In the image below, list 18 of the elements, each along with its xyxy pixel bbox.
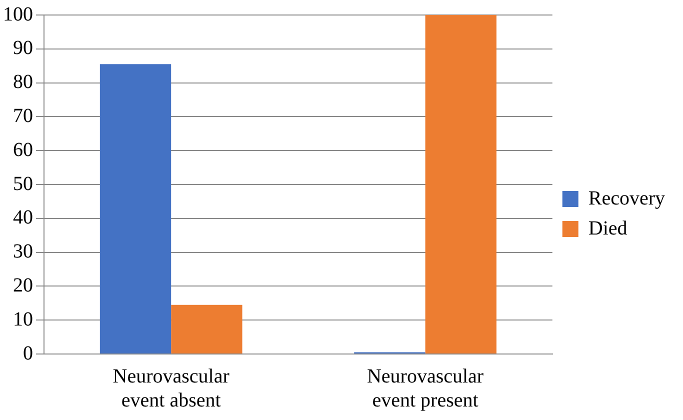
y-tick-label: 40 bbox=[13, 206, 33, 229]
y-tick-label: 20 bbox=[13, 274, 33, 296]
y-tick-label: 70 bbox=[13, 104, 33, 127]
x-tick-label: Neurovascular event present bbox=[366, 365, 484, 412]
y-tick-label: 30 bbox=[13, 240, 33, 263]
y-tick-label: 0 bbox=[23, 342, 33, 364]
bar bbox=[100, 64, 172, 354]
y-tick-label: 10 bbox=[13, 308, 33, 330]
bar bbox=[171, 304, 242, 354]
legend-label: Died bbox=[588, 217, 628, 240]
y-tick-label: 50 bbox=[13, 172, 33, 195]
y-tick-label: 60 bbox=[13, 138, 33, 161]
bar bbox=[425, 15, 496, 354]
y-tick-label: 100 bbox=[3, 3, 33, 26]
legend-label: Recovery bbox=[588, 187, 666, 210]
x-tick-label: Neurovascular event absent bbox=[112, 365, 230, 412]
y-tick-label: 80 bbox=[13, 71, 33, 94]
y-tick-label: 90 bbox=[13, 37, 33, 60]
